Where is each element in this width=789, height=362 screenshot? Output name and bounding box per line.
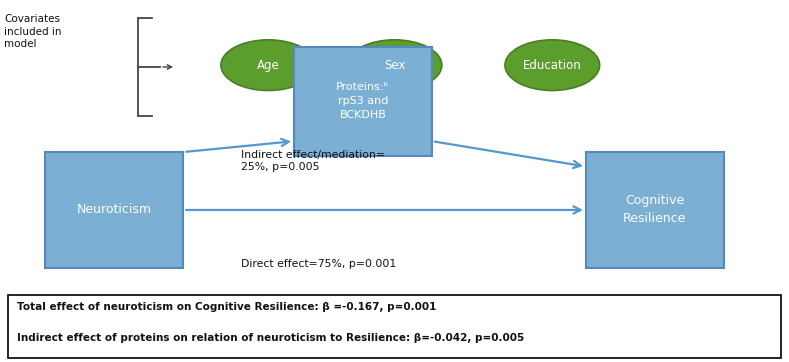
FancyBboxPatch shape — [8, 295, 781, 358]
Text: Age: Age — [257, 59, 279, 72]
FancyBboxPatch shape — [45, 152, 183, 268]
Text: Sex: Sex — [383, 59, 406, 72]
Ellipse shape — [505, 40, 600, 90]
Text: Education: Education — [523, 59, 581, 72]
FancyBboxPatch shape — [585, 152, 724, 268]
FancyBboxPatch shape — [294, 47, 432, 156]
Ellipse shape — [221, 40, 316, 90]
Text: Cognitive
Resilience: Cognitive Resilience — [623, 194, 686, 226]
Text: Indirect effect of proteins on relation of neuroticism to Resilience: β=-0.042, : Indirect effect of proteins on relation … — [17, 333, 525, 344]
Text: Total effect of neuroticism on Cognitive Resilience: β =-0.167, p=0.001: Total effect of neuroticism on Cognitive… — [17, 302, 437, 312]
Text: Covariates
included in
model: Covariates included in model — [4, 14, 62, 49]
Text: Direct effect=75%, p=0.001: Direct effect=75%, p=0.001 — [241, 259, 396, 269]
Text: Indirect effect/mediation=
25%, p=0.005: Indirect effect/mediation= 25%, p=0.005 — [241, 150, 385, 172]
Text: Neuroticism: Neuroticism — [77, 203, 152, 216]
Text: Proteins:ᵇ
rpS3 and
BCKDHB: Proteins:ᵇ rpS3 and BCKDHB — [336, 83, 390, 120]
Ellipse shape — [347, 40, 442, 90]
